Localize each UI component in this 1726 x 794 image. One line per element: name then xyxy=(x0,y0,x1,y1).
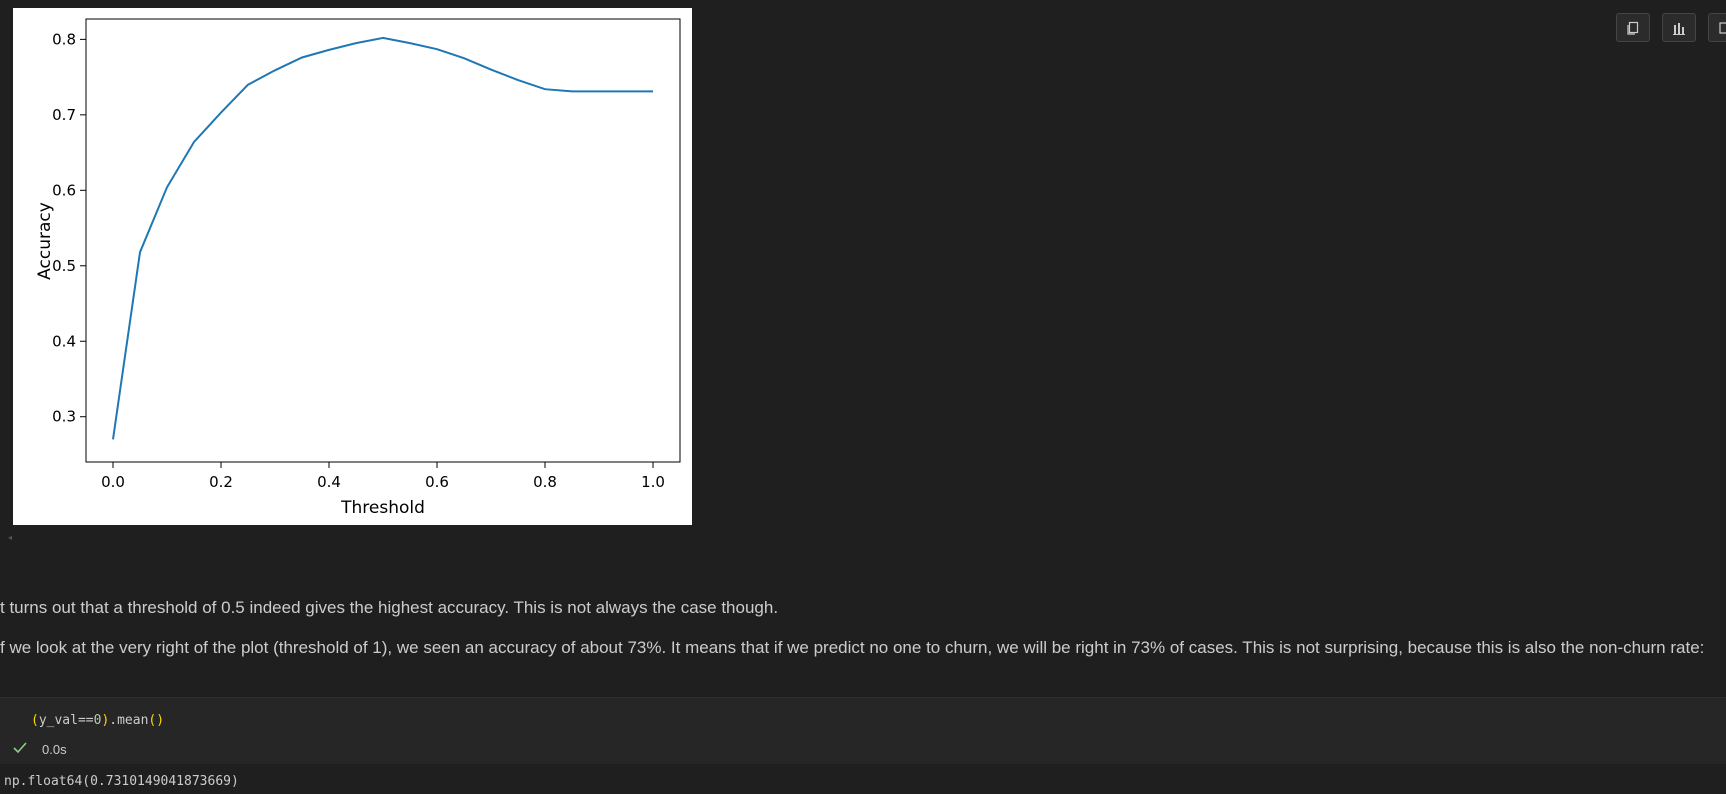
x-tick-label: 0.0 xyxy=(101,473,125,491)
code-token: () xyxy=(148,713,165,728)
code-token: 0 xyxy=(93,713,102,728)
chart-icon xyxy=(1673,22,1685,35)
scroll-indicator[interactable]: ◂ xyxy=(8,533,13,542)
copy-button[interactable] xyxy=(1616,13,1650,42)
y-tick-label: 0.8 xyxy=(52,30,76,48)
x-tick-label: 1.0 xyxy=(641,473,665,491)
plot-output: 0.0 0.2 0.4 0.6 0.8 1.0 0.3 0.4 0.5 0.6 0.7 0.8 Th… xyxy=(13,8,692,525)
x-tick-label: 0.4 xyxy=(317,473,341,491)
code-token: .mean xyxy=(109,713,149,728)
accuracy-line xyxy=(112,36,653,440)
y-tick-label: 0.3 xyxy=(52,408,76,426)
y-axis-label: Accuracy xyxy=(35,202,55,280)
code-token: ( xyxy=(31,713,39,728)
chart-button[interactable] xyxy=(1662,13,1696,42)
x-tick-label: 0.6 xyxy=(425,473,449,491)
x-tick-label: 0.8 xyxy=(533,473,557,491)
y-tick-label: 0.5 xyxy=(52,257,76,275)
copy-icon xyxy=(1627,21,1639,35)
y-tick-label: 0.7 xyxy=(52,106,76,124)
accuracy-threshold-chart: 0.0 0.2 0.4 0.6 0.8 1.0 0.3 0.4 0.5 0.6 0.7 0.8 Th… xyxy=(35,18,681,518)
code-token: == xyxy=(77,713,94,728)
code-token: ) xyxy=(101,713,110,728)
x-axis-label: Threshold xyxy=(340,498,425,518)
y-tick-label: 0.4 xyxy=(52,332,76,350)
y-tick-label: 0.6 xyxy=(52,181,76,199)
x-tick-label: 0.2 xyxy=(209,473,233,491)
markdown-paragraph: t turns out that a threshold of 0.5 inde… xyxy=(0,598,779,617)
cell-output: np.float64(0.7310149041873669) xyxy=(4,774,239,789)
code-editor-line[interactable]: (y_val==0).mean() xyxy=(31,713,164,728)
success-check-icon xyxy=(13,742,27,754)
plot-area xyxy=(85,18,681,463)
code-token: y_val xyxy=(38,713,78,728)
code-cell[interactable]: (y_val==0).mean() 0.0s xyxy=(0,697,1726,764)
execution-time: 0.0s xyxy=(42,742,67,757)
more-icon xyxy=(1719,21,1726,34)
y-ticks: 0.3 0.4 0.5 0.6 0.7 0.8 xyxy=(52,30,86,426)
markdown-paragraph: f we look at the very right of the plot … xyxy=(0,638,1705,657)
output-toolbar xyxy=(1616,13,1726,42)
x-ticks: 0.0 0.2 0.4 0.6 0.8 1.0 xyxy=(101,462,665,491)
more-button[interactable] xyxy=(1708,13,1726,42)
